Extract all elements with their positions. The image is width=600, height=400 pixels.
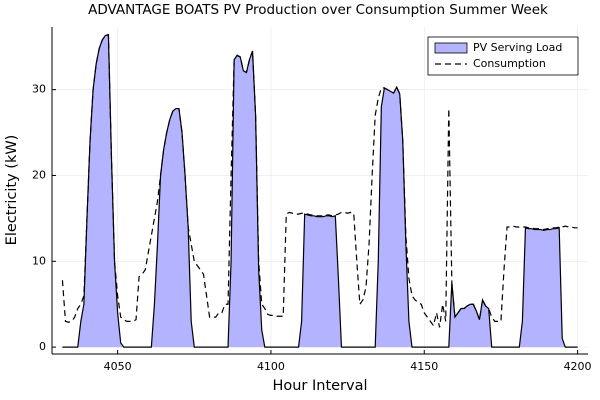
legend-swatch [434, 42, 468, 54]
y-axis-label: Electricity (kW) [4, 135, 20, 246]
x-axis-label: Hour Interval [272, 378, 367, 394]
y-tick-label: 30 [32, 83, 46, 96]
y-tick-label: 20 [32, 168, 46, 181]
chart-title: ADVANTAGE BOATS PV Production over Consu… [88, 2, 548, 18]
legend-label: Consumption [473, 57, 546, 70]
line [61, 33, 578, 328]
y-tick-label: 0 [39, 340, 46, 353]
x-tick-label: 4200 [564, 360, 592, 373]
area [62, 34, 578, 348]
x-tick-label: 4100 [257, 360, 285, 373]
legend-label: PV Serving Load [473, 41, 562, 54]
area-line [62, 33, 578, 348]
x-tick-label: 4050 [104, 360, 132, 373]
y-tick-label: 10 [32, 254, 46, 267]
x-tick-label: 4150 [410, 360, 438, 373]
